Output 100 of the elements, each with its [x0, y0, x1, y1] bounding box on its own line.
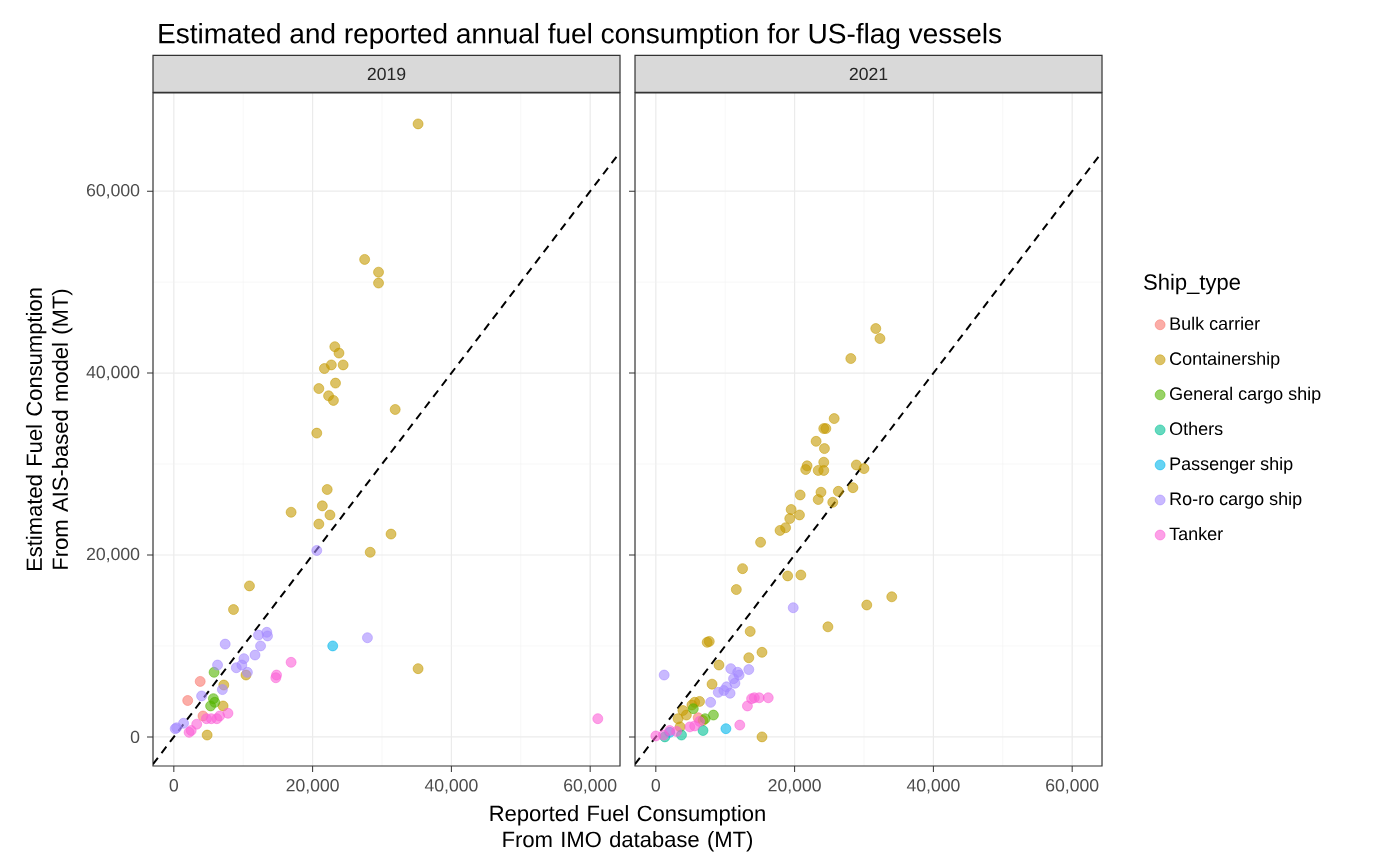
point [328, 394, 339, 406]
point [705, 696, 717, 708]
point [262, 630, 273, 642]
point [737, 563, 748, 575]
point [412, 663, 424, 675]
chart-subtitle: 2021 [849, 67, 888, 81]
legend-title: Ship_type [1144, 273, 1240, 295]
point [845, 353, 857, 364]
point [412, 118, 424, 130]
point [201, 713, 212, 725]
point [327, 640, 339, 652]
point [861, 599, 873, 611]
y-tick-label: 0 [130, 730, 140, 744]
point [874, 333, 886, 344]
point [787, 602, 799, 614]
point [217, 684, 228, 695]
point [385, 528, 397, 540]
point [255, 640, 266, 652]
point [249, 649, 261, 661]
legend-label: Containership [1170, 351, 1280, 369]
legend-label: Passenger ship [1170, 456, 1293, 474]
point [708, 709, 719, 721]
x-tick-label: 0 [651, 779, 661, 792]
point [333, 347, 345, 359]
point [694, 716, 705, 727]
legend-label: General cargo ship [1170, 386, 1321, 404]
point [870, 323, 882, 334]
point [337, 359, 349, 371]
point [359, 254, 371, 265]
point [311, 545, 323, 556]
point [724, 687, 736, 699]
point [886, 591, 898, 603]
point [311, 427, 323, 439]
point [694, 696, 705, 707]
x-tick-label: 40,000 [906, 779, 960, 794]
point [730, 584, 742, 595]
point [324, 509, 336, 521]
point [364, 546, 376, 558]
point [373, 277, 384, 289]
point [230, 662, 242, 674]
point [810, 435, 822, 447]
point [785, 504, 797, 515]
point [208, 666, 220, 678]
point [819, 443, 830, 454]
point [801, 460, 813, 472]
x-tick-label: 20,000 [286, 779, 339, 794]
point [784, 513, 796, 525]
point [782, 570, 794, 582]
point [194, 676, 206, 687]
chart-subtitle: 2019 [367, 67, 406, 81]
point [228, 604, 239, 615]
y-axis-title: Estimated Fuel Consumption From AIS-based model (MT) [25, 288, 73, 571]
x-axis-title: Reported Fuel Consumption From IMO database (MT) [490, 805, 765, 852]
point [697, 725, 709, 736]
point [713, 659, 725, 671]
point [592, 713, 604, 725]
point [687, 703, 699, 715]
x-tick-label: 60,000 [1046, 779, 1099, 794]
point [795, 569, 807, 581]
point [828, 413, 840, 424]
point [313, 383, 325, 394]
legend-label: Ro-ro cargo ship [1170, 491, 1302, 509]
point [196, 690, 207, 702]
x-tick-label: 20,000 [768, 779, 821, 794]
point [219, 638, 231, 650]
point [680, 709, 692, 721]
point [244, 580, 255, 592]
point [191, 718, 203, 730]
point [850, 459, 862, 471]
legend-label: Bulk carrier [1170, 316, 1260, 330]
point [182, 695, 194, 706]
point [212, 659, 223, 671]
point [373, 266, 384, 278]
point [744, 625, 756, 637]
point [222, 707, 234, 719]
point [756, 646, 768, 658]
point [712, 686, 724, 698]
point [794, 489, 806, 501]
x-tick-label: 0 [169, 779, 179, 792]
point [325, 359, 337, 371]
point [285, 656, 297, 668]
point [321, 484, 333, 495]
point [720, 723, 732, 735]
point [762, 692, 774, 704]
point [794, 509, 805, 521]
point [285, 506, 297, 518]
point [362, 632, 373, 644]
y-tick-label: 60,000 [86, 183, 140, 199]
point [253, 629, 264, 641]
point [822, 621, 834, 633]
point [330, 377, 341, 389]
point [706, 678, 718, 690]
point [201, 729, 213, 741]
point [671, 726, 683, 737]
point [774, 525, 786, 536]
legend-label: Tanker [1169, 527, 1223, 541]
point [755, 536, 766, 548]
point [756, 731, 768, 743]
point [658, 669, 670, 681]
point [827, 496, 839, 508]
